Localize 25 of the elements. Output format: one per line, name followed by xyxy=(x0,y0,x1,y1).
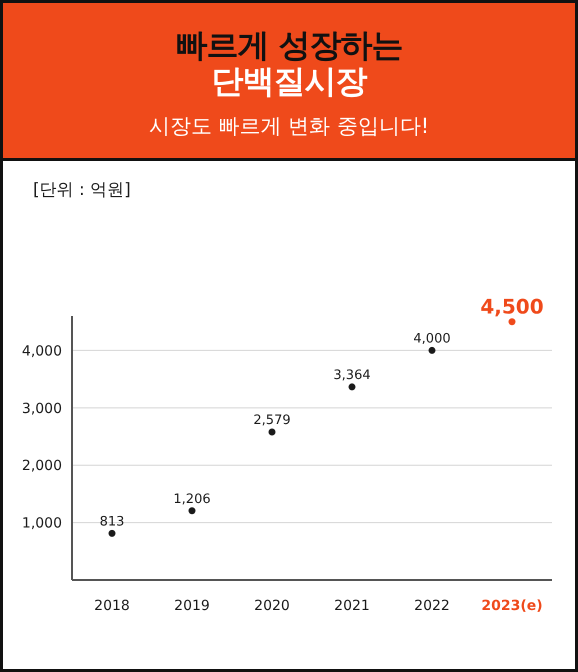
data-label: 4,000 xyxy=(413,331,451,346)
y-tick-label: 3,000 xyxy=(22,400,62,417)
data-label: 3,364 xyxy=(333,368,371,383)
x-tick-label: 2021 xyxy=(334,598,370,614)
x-tick-label: 2019 xyxy=(174,598,210,614)
x-tick-label: 2020 xyxy=(254,598,290,614)
data-label: 4,500 xyxy=(480,294,544,319)
point xyxy=(428,346,436,354)
point xyxy=(348,383,356,390)
y-tick-label: 1,000 xyxy=(22,516,62,532)
chart-subtitle: 시장도 빠르게 변화 중입니다! xyxy=(148,114,430,138)
data-label: 1,206 xyxy=(173,492,211,507)
point xyxy=(188,507,196,514)
text: [단위 : 억원] xyxy=(33,180,131,200)
y-tick-label: 2,000 xyxy=(22,458,62,474)
point xyxy=(108,530,116,537)
chart-title: 빠르게 성장하는 단백질시장 xyxy=(175,26,403,100)
point xyxy=(508,318,516,326)
x-tick-label: 2022 xyxy=(414,598,450,614)
x-tick-label: 2018 xyxy=(94,598,130,614)
data-label: 813 xyxy=(100,514,124,530)
point xyxy=(268,428,276,436)
x-tick-label: 2023(e) xyxy=(481,598,543,614)
data-label: 2,579 xyxy=(253,412,291,428)
y-tick-label: 4,000 xyxy=(22,343,62,360)
